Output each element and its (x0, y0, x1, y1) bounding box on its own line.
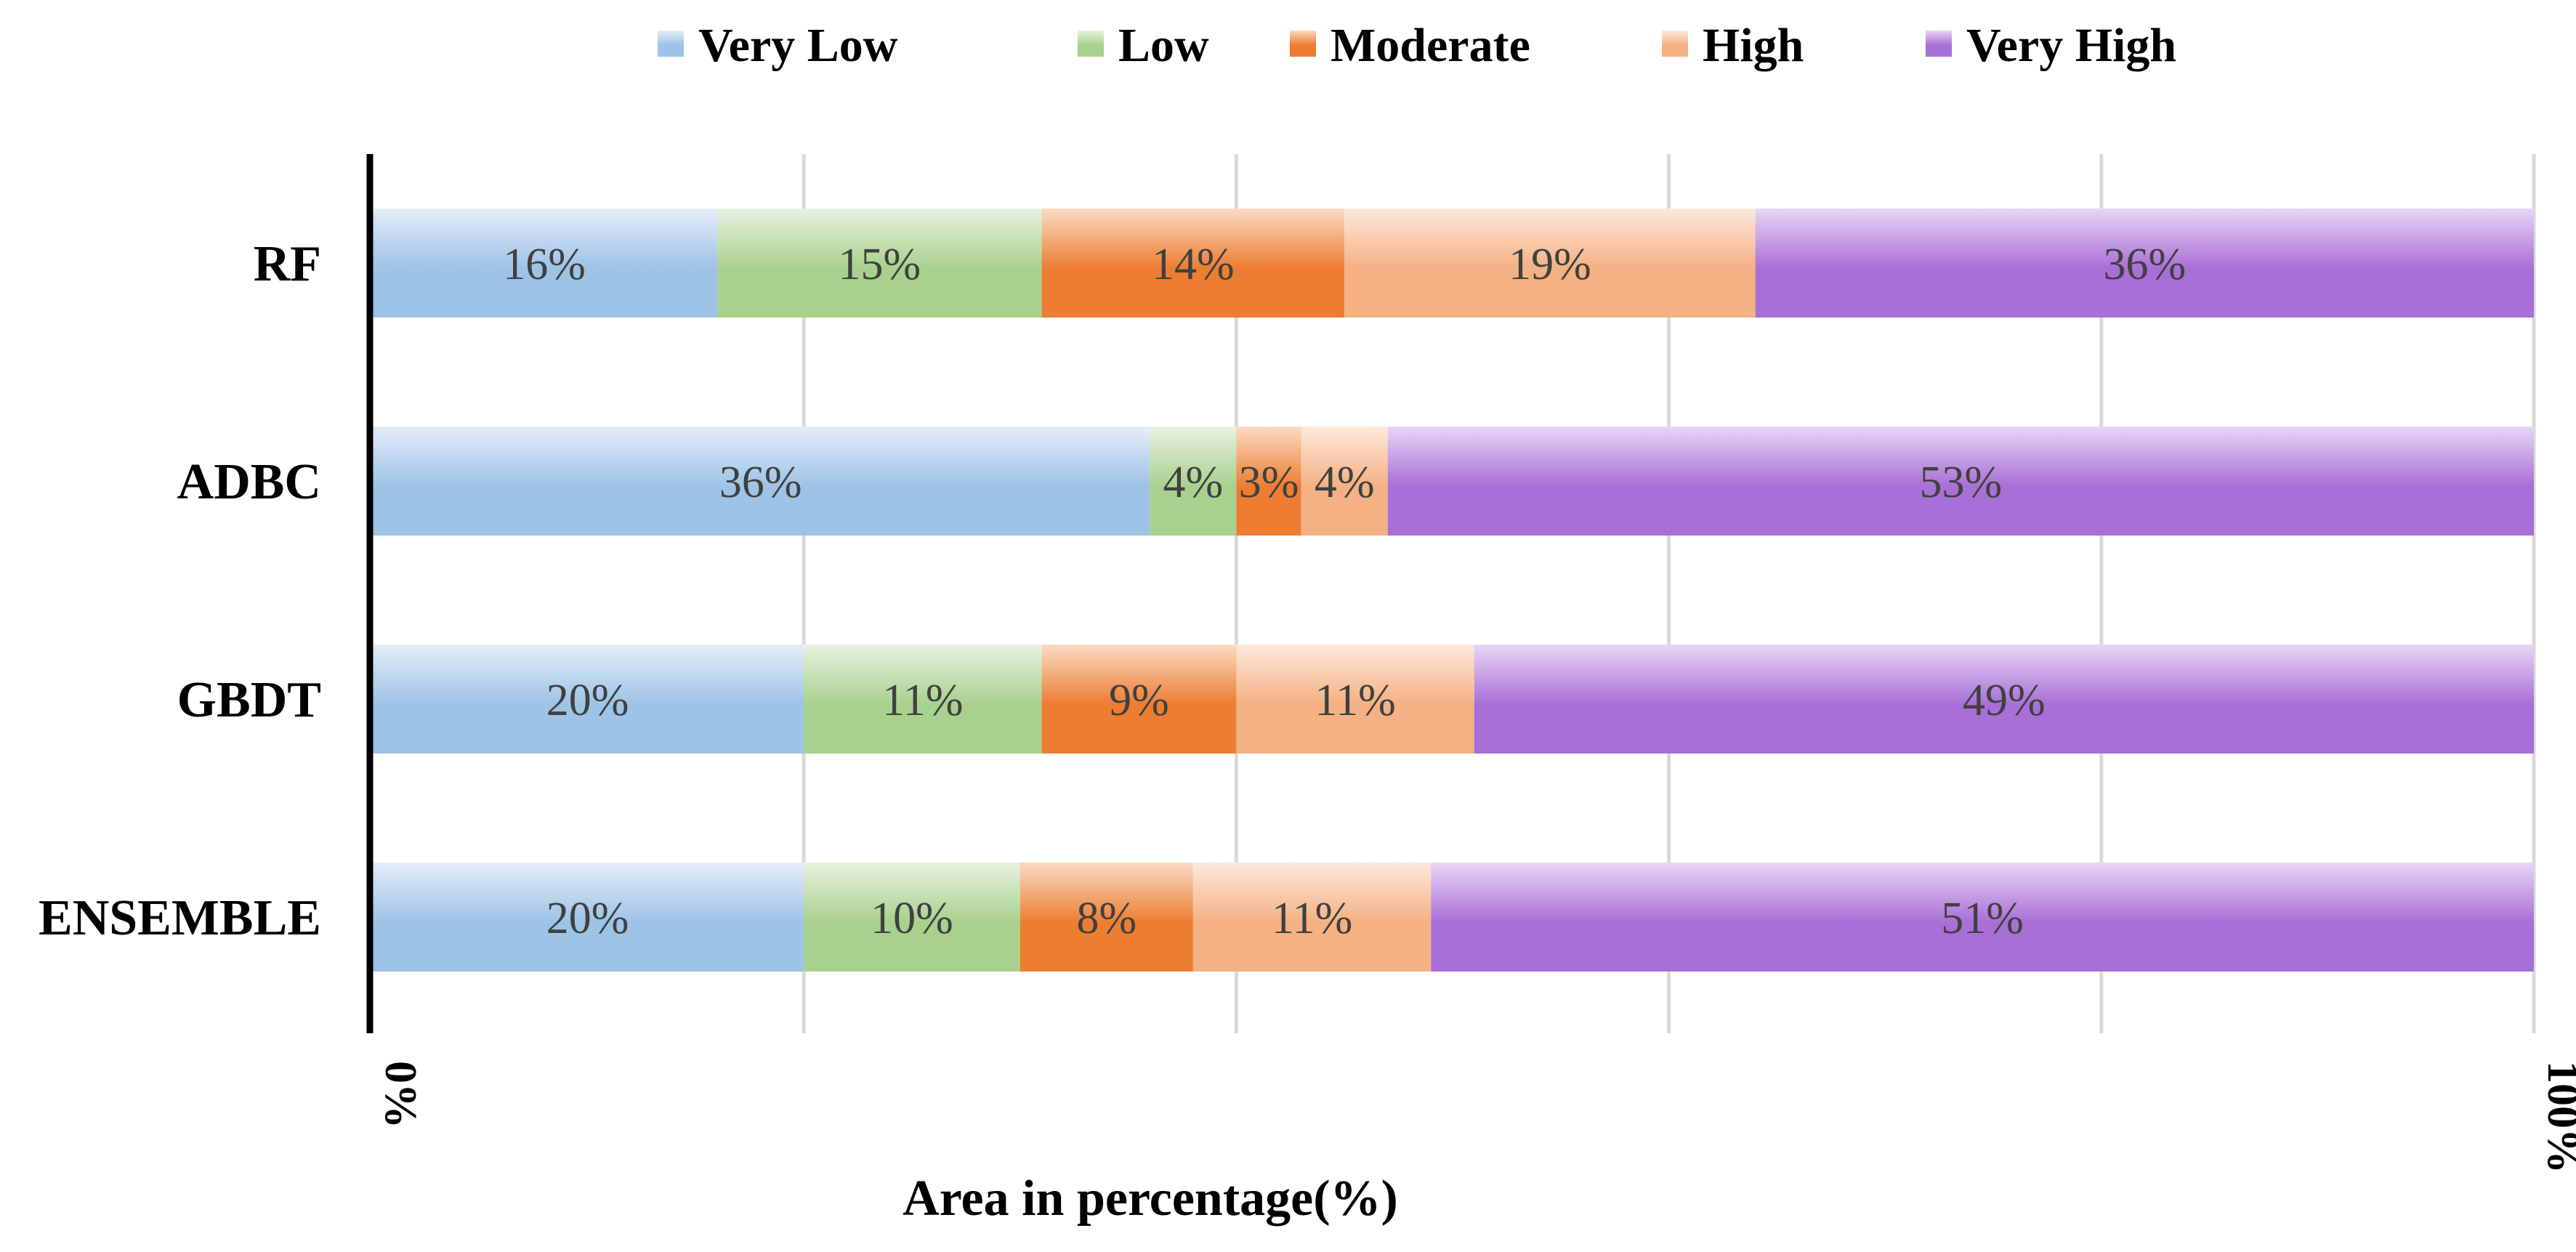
bar-adbc-moderate (1236, 427, 1301, 536)
bar-gbdt-very-low (371, 645, 804, 754)
bar-adbc-low (1150, 427, 1237, 536)
bar-ensemble-low (804, 863, 1020, 972)
data-label: 11% (1272, 894, 1352, 943)
bars: 16% 15% 14% 19% 36% 36% 4% 3% 4% 53% 20% 11% 9% 11% 49… (371, 209, 2534, 972)
legend-swatch-low (1078, 31, 1104, 57)
bar-rf-moderate (1041, 209, 1345, 318)
data-label: 4% (1163, 458, 1224, 507)
category-label: GBDT (177, 672, 321, 728)
legend: Very Low Low Moderate High Very High (658, 19, 2176, 72)
bar-adbc-very-low (371, 427, 1150, 536)
data-label: 49% (1963, 676, 2046, 725)
bar-gbdt-very-high (1474, 645, 2534, 754)
category-label: ADBC (177, 454, 321, 510)
bar-rf-very-low (371, 209, 718, 318)
category-label: ENSEMBLE (39, 890, 321, 946)
data-label: 19% (1509, 240, 1591, 289)
data-label: 3% (1239, 458, 1299, 507)
bar-ensemble-very-high (1431, 863, 2534, 972)
data-label: 53% (1920, 458, 2003, 507)
x-tick-label: 100% (2538, 1061, 2576, 1174)
bar-rf-very-high (1755, 209, 2534, 318)
bar-gbdt-moderate (1041, 645, 1237, 754)
data-label: 36% (2103, 240, 2186, 289)
data-label: 11% (1315, 676, 1395, 725)
bar-adbc-very-high (1387, 427, 2534, 536)
data-label: 15% (839, 240, 921, 289)
legend-swatch-moderate (1290, 31, 1316, 57)
legend-swatch-very-low (658, 31, 684, 57)
bar-ensemble-moderate (1020, 863, 1193, 972)
bar-rf-high (1344, 209, 1756, 318)
data-label: 51% (1941, 894, 2024, 943)
legend-label-high: High (1703, 19, 1804, 72)
legend-swatch-high (1662, 31, 1688, 57)
x-tick-labels: 0% 100% (376, 1061, 2576, 1174)
category-label: RF (254, 236, 321, 292)
bar-ensemble-very-low (371, 863, 804, 972)
data-label: 16% (503, 240, 586, 289)
data-label: 10% (871, 894, 953, 943)
legend-swatch-very-high (1926, 31, 1952, 57)
data-label: 36% (719, 458, 802, 507)
data-label: 9% (1109, 676, 1169, 725)
bar-adbc-high (1301, 427, 1388, 536)
bar-gbdt-low (804, 645, 1042, 754)
data-label: 20% (546, 894, 629, 943)
bar-gbdt-high (1236, 645, 1474, 754)
x-tick-label: 0% (376, 1061, 425, 1128)
category-labels: RF ADBC GBDT ENSEMBLE (39, 236, 321, 946)
legend-label-very-low: Very Low (698, 19, 898, 72)
legend-label-very-high: Very High (1966, 19, 2176, 72)
legend-label-moderate: Moderate (1331, 19, 1530, 72)
legend-label-low: Low (1118, 19, 1209, 72)
data-label: 20% (546, 676, 629, 725)
data-label: 14% (1152, 240, 1235, 289)
data-label: 4% (1315, 458, 1375, 507)
data-label: 11% (882, 676, 963, 725)
data-label: 8% (1077, 894, 1137, 943)
bar-ensemble-high (1192, 863, 1432, 972)
bar-rf-low (717, 209, 1042, 318)
x-axis-title: Area in percentage(%) (903, 1171, 1398, 1227)
